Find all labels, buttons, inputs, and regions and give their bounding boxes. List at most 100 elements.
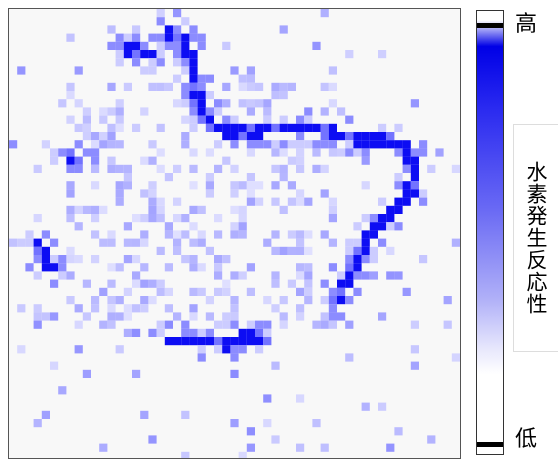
heatmap-cell <box>353 238 362 247</box>
heatmap-cell <box>328 123 337 132</box>
heatmap-cell <box>419 189 428 198</box>
heatmap-cell <box>296 304 305 313</box>
heatmap-cell <box>181 451 190 458</box>
heatmap-cell <box>246 189 255 198</box>
heatmap-cell <box>205 181 214 190</box>
heatmap-cell <box>189 99 198 108</box>
heatmap-cell <box>66 91 75 100</box>
heatmap-cell <box>164 82 173 91</box>
heatmap-cell <box>66 296 75 305</box>
heatmap-cell <box>386 140 395 149</box>
heatmap-cell <box>74 205 83 214</box>
heatmap-cell <box>115 345 124 354</box>
heatmap-cell <box>189 148 198 157</box>
heatmap-cell <box>132 304 141 313</box>
heatmap-cell <box>246 337 255 346</box>
heatmap-cell <box>279 25 288 34</box>
heatmap-cell <box>304 123 313 132</box>
heatmap-cell <box>50 238 59 247</box>
heatmap-cell <box>148 66 157 75</box>
heatmap-cell <box>33 320 42 329</box>
heatmap-cell <box>156 41 165 50</box>
heatmap-cell <box>353 255 362 264</box>
heatmap-cell <box>304 107 313 116</box>
heatmap-cell <box>189 164 198 173</box>
heatmap-cell <box>25 238 34 247</box>
heatmap-cell <box>115 115 124 124</box>
heatmap-cell <box>279 140 288 149</box>
heatmap-cell <box>246 82 255 91</box>
heatmap-cell <box>246 140 255 149</box>
heatmap-cell <box>230 337 239 346</box>
heatmap-cell <box>173 230 182 239</box>
heatmap-cell <box>345 50 354 59</box>
heatmap-cell <box>287 230 296 239</box>
heatmap-cell <box>263 320 272 329</box>
heatmap-cell <box>156 82 165 91</box>
heatmap-cell <box>156 320 165 329</box>
heatmap-cell <box>164 287 173 296</box>
heatmap-cell <box>320 312 329 321</box>
heatmap-cell <box>230 345 239 354</box>
heatmap-cell <box>173 99 182 108</box>
heatmap-cell <box>320 82 329 91</box>
heatmap-cell <box>140 50 149 59</box>
heatmap-cell <box>378 123 387 132</box>
heatmap-cell <box>271 279 280 288</box>
heatmap-cell <box>197 91 206 100</box>
heatmap-cell <box>410 99 419 108</box>
heatmap-cell <box>246 320 255 329</box>
heatmap-cell <box>99 115 108 124</box>
heatmap-cell <box>156 287 165 296</box>
heatmap-cell <box>222 320 231 329</box>
heatmap-cell <box>189 328 198 337</box>
heatmap-cell <box>115 181 124 190</box>
heatmap-cell <box>132 25 141 34</box>
heatmap-cell <box>263 140 272 149</box>
heatmap-cell <box>386 222 395 231</box>
heatmap-cell <box>181 132 190 141</box>
heatmap-cell <box>222 279 231 288</box>
heatmap-cell <box>17 238 26 247</box>
heatmap-cell <box>164 33 173 42</box>
heatmap-cell <box>132 255 141 264</box>
heatmap-cell <box>205 148 214 157</box>
heatmap-cell <box>320 189 329 198</box>
heatmap-cell <box>304 263 313 272</box>
heatmap-cell <box>214 345 223 354</box>
heatmap-cell <box>197 33 206 42</box>
heatmap-cell <box>238 230 247 239</box>
heatmap-cell <box>115 58 124 67</box>
heatmap-cell <box>148 197 157 206</box>
heatmap-cell <box>132 50 141 59</box>
heatmap-cell <box>197 82 206 91</box>
heatmap-cell <box>181 58 190 67</box>
heatmap-cell <box>296 156 305 165</box>
heatmap-cell <box>361 230 370 239</box>
heatmap-cell <box>451 238 460 247</box>
heatmap-cell <box>107 312 116 321</box>
heatmap-cell <box>271 148 280 157</box>
heatmap-cell <box>164 304 173 313</box>
heatmap-cell <box>107 156 116 165</box>
heatmap-cell <box>345 353 354 362</box>
heatmap-cell <box>328 263 337 272</box>
heatmap-cell <box>58 255 67 264</box>
heatmap-cell <box>230 320 239 329</box>
heatmap-cell <box>173 74 182 83</box>
heatmap-cell <box>230 66 239 75</box>
heatmap-cell <box>369 140 378 149</box>
heatmap-cell <box>148 296 157 305</box>
heatmap-cell <box>263 115 272 124</box>
heatmap-cell <box>337 271 346 280</box>
heatmap-cell <box>74 156 83 165</box>
heatmap-cell <box>140 107 149 116</box>
heatmap-cell <box>246 74 255 83</box>
heatmap-cell <box>115 164 124 173</box>
heatmap-cell <box>304 279 313 288</box>
heatmap-cell <box>197 115 206 124</box>
heatmap-cell <box>41 263 50 272</box>
heatmap-cell <box>82 107 91 116</box>
heatmap-cell <box>33 312 42 321</box>
heatmap-cell <box>189 181 198 190</box>
